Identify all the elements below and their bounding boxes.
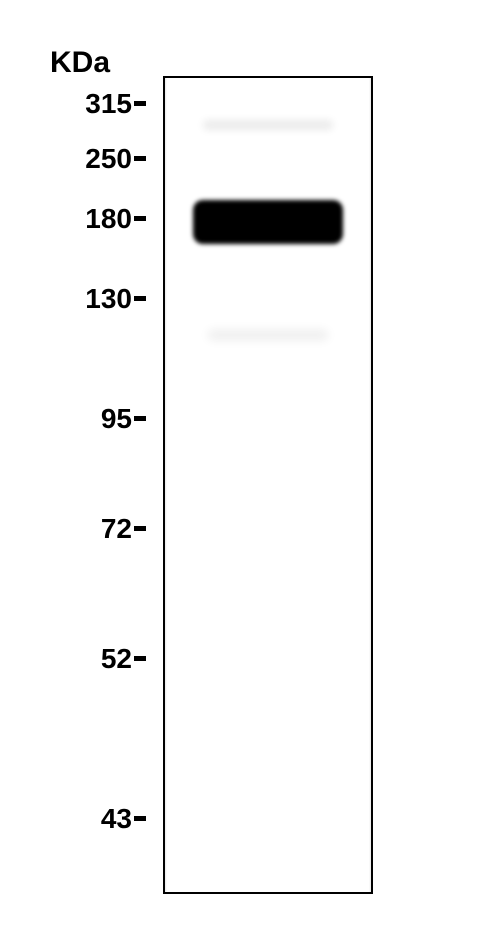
marker-label: 130 bbox=[85, 283, 132, 315]
marker-tick bbox=[134, 416, 146, 421]
marker-label: 315 bbox=[85, 88, 132, 120]
marker-tick bbox=[134, 526, 146, 531]
band bbox=[208, 330, 328, 340]
band bbox=[203, 120, 333, 130]
marker-label: 72 bbox=[101, 513, 132, 545]
marker-label: 52 bbox=[101, 643, 132, 675]
band bbox=[193, 200, 343, 244]
marker-tick bbox=[134, 816, 146, 821]
marker-label: 250 bbox=[85, 143, 132, 175]
marker-tick bbox=[134, 156, 146, 161]
marker-label: 43 bbox=[101, 803, 132, 835]
marker-label: 180 bbox=[85, 203, 132, 235]
lane-frame bbox=[163, 76, 373, 894]
marker-label: 95 bbox=[101, 403, 132, 435]
marker-tick bbox=[134, 101, 146, 106]
marker-tick bbox=[134, 296, 146, 301]
marker-tick bbox=[134, 656, 146, 661]
unit-label: KDa bbox=[50, 46, 110, 80]
marker-tick bbox=[134, 216, 146, 221]
blot-container: KDa 315 250 180 130 95 72 52 43 bbox=[0, 0, 500, 943]
